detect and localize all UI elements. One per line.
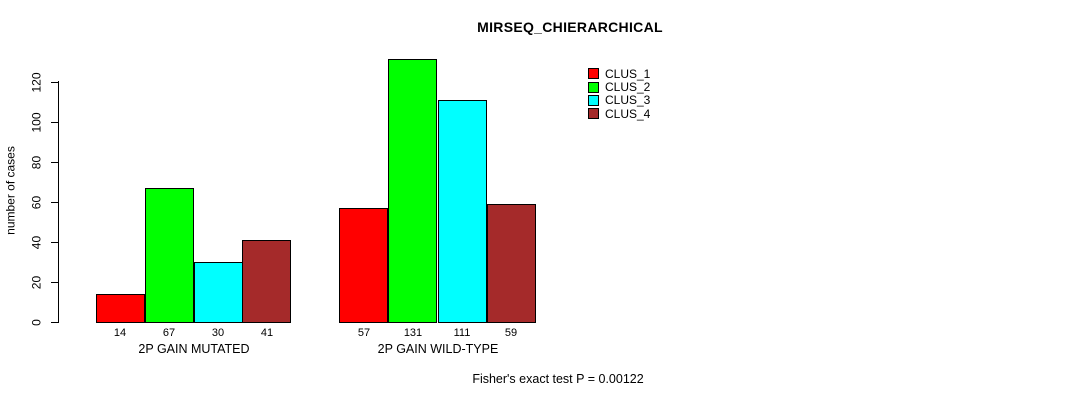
legend-item-clus_3: CLUS_3	[588, 94, 650, 107]
legend-swatch-icon	[588, 108, 599, 120]
y-tick-label: 40	[29, 235, 44, 250]
bar-clus_3-group2	[438, 100, 487, 323]
legend-swatch-icon	[588, 68, 599, 80]
bar-clus_4-group1	[242, 240, 291, 323]
y-tick-mark	[51, 82, 58, 83]
legend: CLUS_1 CLUS_2 CLUS_3 CLUS_4	[588, 67, 650, 121]
y-tick-label: 0	[29, 319, 44, 326]
bar-count-label: 41	[260, 327, 274, 339]
y-tick-mark	[51, 242, 58, 243]
y-tick-label: 100	[29, 112, 44, 133]
bar-count-label: 111	[453, 327, 471, 339]
bar-clus_4-group2	[487, 204, 536, 323]
annotation-text: Fisher's exact test P = 0.00122	[472, 372, 644, 386]
y-axis-title: number of cases	[3, 146, 18, 235]
legend-item-clus_2: CLUS_2	[588, 80, 650, 93]
bar-clus_1-group1	[96, 294, 145, 323]
bar-count-label: 57	[357, 327, 371, 339]
x-category-label: 2P GAIN MUTATED	[138, 342, 250, 356]
y-tick-label: 120	[29, 72, 44, 93]
y-tick-mark	[51, 122, 58, 123]
y-tick-mark	[51, 322, 58, 323]
y-axis-line	[58, 81, 59, 323]
bar-count-label: 30	[211, 327, 225, 339]
bar-count-label: 67	[162, 327, 176, 339]
legend-label: CLUS_2	[605, 80, 651, 95]
legend-item-clus_1: CLUS_1	[588, 67, 650, 80]
legend-item-clus_4: CLUS_4	[588, 107, 650, 120]
bar-clus_1-group2	[339, 208, 388, 323]
bar-count-label: 59	[504, 327, 518, 339]
x-category-label: 2P GAIN WILD-TYPE	[377, 342, 499, 356]
y-tick-label: 20	[29, 275, 44, 290]
bar-clus_2-group1	[145, 188, 194, 323]
chart-title: MIRSEQ_CHIERARCHICAL	[477, 19, 663, 35]
y-tick-mark	[51, 202, 58, 203]
legend-label: CLUS_3	[605, 93, 651, 108]
bar-clus_2-group2	[388, 59, 437, 323]
y-tick-mark	[51, 162, 58, 163]
y-tick-label: 80	[29, 155, 44, 170]
bar-clus_3-group1	[194, 262, 243, 323]
bar-count-label: 131	[403, 327, 423, 339]
legend-swatch-icon	[588, 81, 599, 93]
legend-label: CLUS_4	[605, 106, 651, 121]
legend-label: CLUS_1	[605, 66, 651, 81]
y-tick-label: 60	[29, 195, 44, 210]
legend-swatch-icon	[588, 94, 599, 106]
bar-count-label: 14	[113, 327, 127, 339]
y-tick-mark	[51, 282, 58, 283]
